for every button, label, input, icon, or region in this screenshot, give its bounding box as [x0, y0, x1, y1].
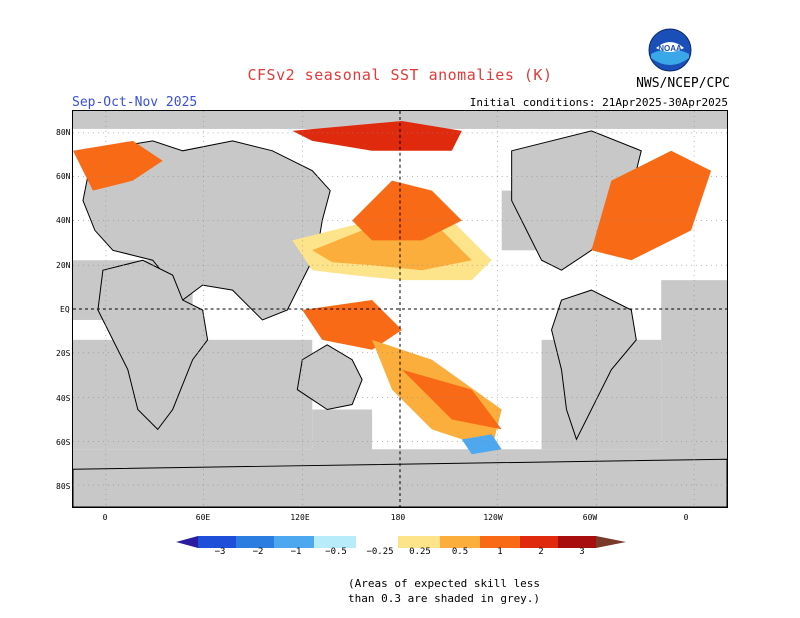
lat-label: 60S — [56, 438, 71, 447]
colorbar-label: 2 — [538, 547, 544, 557]
colorbar-arrow-low — [176, 536, 198, 548]
anomaly-neg-0.5 — [461, 434, 502, 455]
lon-label: 0 — [683, 513, 689, 522]
org-label: NWS/NCEP/CPC — [636, 76, 730, 91]
colorbar-label: −0.25 — [366, 547, 394, 557]
colorbar-seg — [198, 536, 236, 548]
colorbar-seg — [274, 536, 314, 548]
skill-note-line2: than 0.3 are shaded in grey.) — [348, 592, 541, 605]
colorbar-label: 3 — [579, 547, 585, 557]
colorbar-seg — [314, 536, 356, 548]
lat-label: 20N — [56, 261, 71, 270]
period-label: Sep-Oct-Nov 2025 — [72, 95, 198, 110]
colorbar-label: 0.5 — [451, 547, 469, 557]
eurasia — [82, 140, 331, 321]
australia — [296, 344, 363, 411]
lon-label: 120E — [290, 513, 310, 522]
lon-label: 180 — [390, 513, 406, 522]
map-title: CFSv2 seasonal SST anomalies (K) — [247, 66, 553, 84]
lat-label: 80N — [56, 128, 71, 137]
colorbar-seg — [520, 536, 558, 548]
colorbar-label: −0.5 — [325, 547, 347, 557]
initial-conditions-label: Initial conditions: 21Apr2025-30Apr2025 — [469, 96, 728, 109]
lon-label: 60W — [582, 513, 598, 522]
skill-note: (Areas of expected skill less than 0.3 a… — [348, 576, 540, 606]
anomaly-1-northatlantic — [73, 140, 163, 191]
lat-label: 40S — [56, 394, 71, 403]
lat-label: 40N — [56, 216, 71, 225]
colorbar-seg — [480, 536, 520, 548]
colorbar-label: 0.25 — [409, 547, 431, 557]
colorbar-arrow-high — [596, 536, 626, 548]
anomaly-1 — [352, 180, 462, 241]
anomaly-0.5 — [312, 230, 472, 271]
continents — [73, 130, 727, 507]
south-america — [551, 289, 637, 441]
noaa-logo-icon: NOAA — [648, 28, 692, 72]
africa — [97, 259, 209, 431]
colorbar-seg — [236, 536, 274, 548]
lon-label: 0 — [102, 513, 108, 522]
lon-label: 60E — [195, 513, 211, 522]
colorbar — [176, 536, 626, 548]
lat-label: 80S — [56, 482, 71, 491]
colorbar-seg — [356, 536, 398, 548]
lat-label: 20S — [56, 349, 71, 358]
colorbar-seg — [440, 536, 480, 548]
noaa-logo-text: NOAA — [658, 44, 682, 53]
skill-note-line1: (Areas of expected skill less — [348, 577, 541, 590]
anomaly-2-arctic — [292, 120, 462, 151]
lon-label: 120W — [483, 513, 503, 522]
colorbar-label: 1 — [497, 547, 503, 557]
sst-anomaly-map — [72, 110, 728, 508]
colorbar-label: −3 — [214, 547, 226, 557]
colorbar-seg — [398, 536, 440, 548]
colorbar-label: −1 — [290, 547, 302, 557]
lat-label: 60N — [56, 172, 71, 181]
colorbar-label: −2 — [252, 547, 264, 557]
anomaly-1-atlantic — [591, 150, 712, 261]
lat-label: EQ — [60, 305, 70, 314]
colorbar-seg — [558, 536, 596, 548]
anomaly-1-southpacific — [401, 369, 502, 430]
anomaly-1-maritime — [302, 300, 402, 350]
